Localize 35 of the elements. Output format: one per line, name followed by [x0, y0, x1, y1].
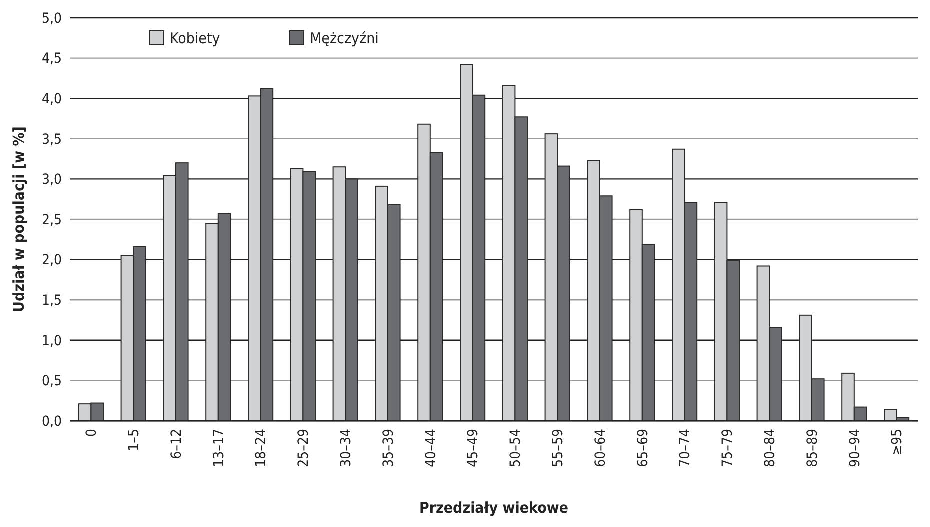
x-tick-label: 0: [84, 429, 100, 438]
y-tick-label: 4,5: [42, 51, 62, 68]
x-tick-label: 25–29: [296, 429, 312, 468]
x-tick-label: 40–44: [423, 429, 440, 468]
y-tick-label: 1,5: [42, 293, 62, 309]
x-tick-label: 18–24: [254, 429, 270, 468]
x-tick-label: 65–69: [635, 429, 652, 468]
legend-label: Mężczyźni: [310, 29, 379, 48]
x-tick-label: 75–79: [720, 429, 736, 468]
x-tick-label: 50–54: [508, 429, 524, 468]
x-tick-label: 80–84: [762, 429, 778, 468]
x-tick-label: 35–39: [380, 429, 397, 468]
y-tick-label: 3,5: [42, 132, 62, 148]
x-tick-label: ≥95: [890, 429, 906, 456]
y-tick-label: 0,0: [42, 414, 62, 430]
x-tick-label: 55–59: [550, 429, 566, 468]
x-tick-label: 13–17: [211, 429, 228, 468]
y-tick-label: 2,5: [42, 212, 62, 228]
y-tick-label: 5,0: [42, 10, 62, 27]
y-tick-label: 1,0: [42, 333, 62, 350]
x-tick-label: 70–74: [678, 429, 694, 468]
legend-label: Kobiety: [170, 29, 220, 48]
x-tick-label: 90–94: [847, 429, 864, 468]
x-tick-label: 60–64: [592, 429, 609, 468]
y-tick-label: 0,5: [42, 374, 62, 390]
y-tick-label: 2,0: [42, 252, 62, 269]
x-tick-label: 6–12: [168, 429, 185, 460]
x-tick-label: 45–49: [466, 429, 482, 468]
y-tick-label: 4,0: [42, 92, 62, 108]
x-tick-label: 85–89: [804, 429, 821, 468]
y-axis-title: Udział w populacji [w %]: [10, 126, 28, 312]
y-tick-label: 3,0: [42, 172, 62, 188]
x-tick-label: 1–5: [126, 429, 142, 452]
x-tick-label: 30–34: [338, 429, 354, 468]
x-axis-title: Przedziały wiekowe: [420, 499, 568, 517]
